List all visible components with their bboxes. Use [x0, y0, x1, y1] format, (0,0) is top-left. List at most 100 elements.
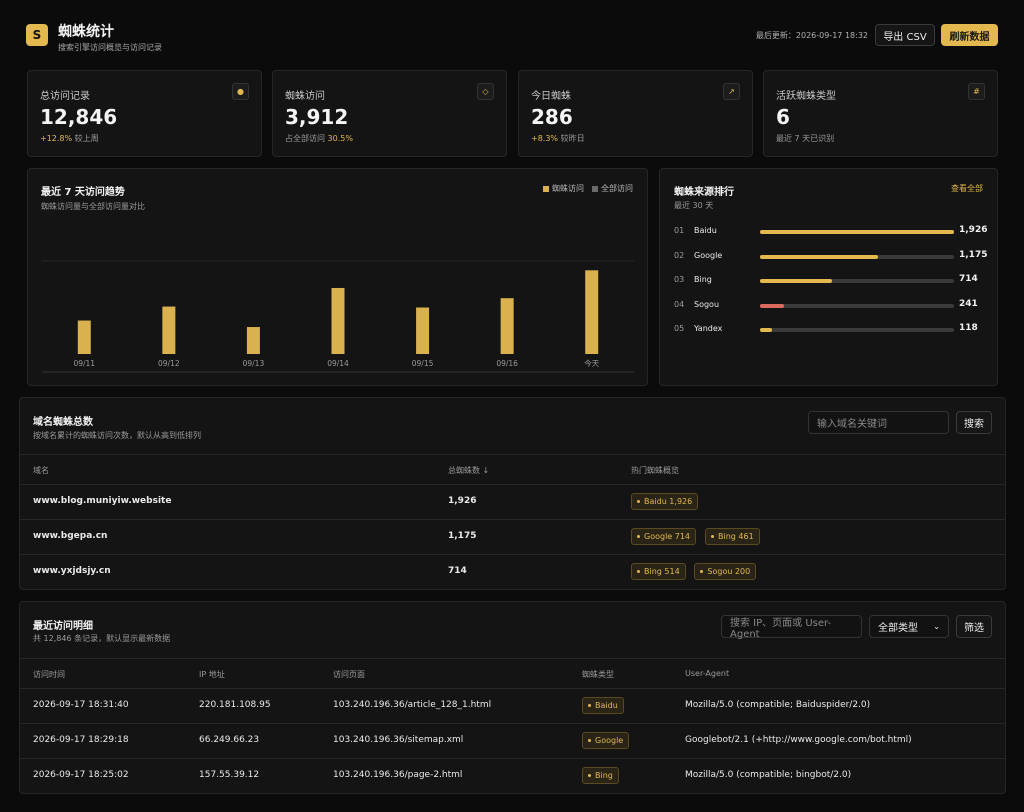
ranking-name: Yandex	[694, 324, 723, 333]
ua-cell: Googlebot/2.1 (+http://www.google.com/bo…	[685, 735, 912, 745]
ranking-value: 714	[959, 274, 978, 284]
ranking-name: Google	[694, 250, 723, 260]
domain-search-input[interactable]: 输入域名关键词	[808, 411, 949, 434]
total-cell: 1,926	[448, 496, 477, 506]
ip-cell: 220.181.108.95	[199, 700, 271, 710]
stat-note: +12.8% 较上周	[40, 134, 99, 143]
spider-ranking-card: 蜘蛛来源排行 最近 30 天 查看全部 01 Baidu 1,926 02 Google…	[659, 168, 998, 386]
recent-search-input[interactable]: 搜索 IP、页面或 User-Agent	[721, 615, 862, 640]
domain-cell: www.blog.muniyiw.website	[33, 496, 172, 506]
domain-table-header: 域名 总蜘蛛数 ↓ 热门蜘蛛概览	[20, 454, 1005, 485]
trend-subtitle: 蜘蛛访问量与全部访问量对比	[41, 202, 145, 211]
page-cell: 103.240.196.36/sitemap.xml	[333, 735, 464, 745]
stat-value: 3,912	[285, 105, 349, 129]
x-tick-label: 09/13	[243, 359, 265, 368]
ranking-bar-fill	[760, 230, 954, 234]
page-cell: 103.240.196.36/page-2.html	[333, 770, 463, 780]
ranking-bar-fill	[760, 254, 879, 259]
spider-type-tag: Bing	[582, 767, 619, 784]
x-tick-label: 09/15	[412, 359, 434, 368]
col-ip: IP 地址	[199, 670, 225, 679]
stat-value: 6	[776, 105, 790, 129]
table-row: 2026-09-17 18:31:40 220.181.108.95 103.240…	[20, 689, 1005, 724]
recent-title: 最近访问明细	[33, 621, 93, 632]
domain-table-card: 域名蜘蛛总数 按域名累计的蜘蛛访问次数，默认从高到低排列 输入域名关键词 搜索 …	[19, 397, 1006, 590]
legend-spider: 蜘蛛访问	[543, 183, 584, 194]
stat-card-spider: 蜘蛛访问 ◇ 3,912 占全部访问 30.5%	[272, 70, 507, 157]
stat-note: 占全部访问 30.5%	[285, 134, 353, 143]
stat-value: 286	[531, 105, 573, 129]
x-tick-label: 今天	[584, 358, 599, 368]
spider-tag: Baidu 1,926	[631, 493, 699, 510]
spider-type-select[interactable]: 全部类型 ⌄	[869, 615, 949, 638]
table-row: 2026-09-17 18:29:18 66.249.66.23 103.240.1…	[20, 724, 1005, 759]
col-domain: 域名	[33, 466, 49, 475]
recent-table-header: 访问时间 IP 地址 访问页面 蜘蛛类型 User-Agent	[20, 658, 1005, 689]
stat-note: +8.3% 较昨日	[531, 134, 585, 143]
ranking-item-baidu: 01 Baidu 1,926	[674, 225, 988, 239]
export-csv-button[interactable]: 导出 CSV	[875, 24, 935, 46]
dot-icon: ●	[232, 83, 249, 100]
page-title: 蜘蛛统计	[58, 24, 114, 40]
ranking-no: 05	[674, 324, 685, 333]
spider-tag: Bing 514	[631, 563, 686, 580]
stat-label: 活跃蜘蛛类型	[776, 91, 836, 102]
total-cell: 1,175	[448, 531, 477, 541]
bar-0[interactable]	[77, 320, 91, 354]
ip-cell: 66.249.66.23	[199, 735, 260, 745]
stat-card-total: 总访问记录 ● 12,846 +12.8% 较上周	[27, 70, 262, 157]
bar-3[interactable]	[331, 287, 345, 354]
ranking-bar-track	[760, 303, 954, 308]
domain-search-button[interactable]: 搜索	[956, 411, 992, 434]
spider-tag: Bing 461	[705, 528, 760, 545]
ranking-name: Sogou	[694, 299, 720, 309]
ranking-no: 03	[674, 275, 685, 284]
col-total-sortable[interactable]: 总蜘蛛数 ↓	[448, 466, 490, 475]
ranking-bar-fill	[760, 328, 772, 332]
x-tick-label: 09/12	[158, 359, 180, 368]
table-row: www.bgepa.cn 1,175 Google 714 Bing 461	[20, 520, 1005, 555]
ranking-bar-track	[760, 328, 954, 332]
x-tick-label: 09/14	[327, 359, 349, 368]
ranking-no: 02	[674, 250, 685, 260]
last-updated-label: 最后更新：	[755, 31, 796, 40]
ranking-bar-track	[760, 254, 954, 259]
bar-1[interactable]	[162, 306, 176, 354]
refresh-data-button[interactable]: 刷新数据	[941, 24, 998, 46]
ranking-item-sogou: 04 Sogou 241	[674, 299, 986, 313]
page-header: S 蜘蛛统计 搜索引擎访问概览与访问记录 最后更新：2026-09-17 18:…	[26, 20, 998, 60]
col-ua: User-Agent	[685, 669, 730, 678]
logo-icon: S	[26, 24, 48, 46]
bar-2[interactable]	[246, 327, 260, 354]
ip-cell: 157.55.39.12	[199, 770, 260, 780]
bar-5[interactable]	[500, 298, 514, 354]
ranking-value: 1,926	[959, 225, 988, 235]
ranking-name: Bing	[694, 275, 712, 284]
chevron-down-icon: ⌄	[933, 622, 940, 631]
stat-note: 最近 7 天已识别	[776, 134, 835, 143]
last-updated: 最后更新：2026-09-17 18:32	[756, 30, 868, 41]
col-hot: 热门蜘蛛概览	[631, 466, 679, 475]
table-row: www.yxjdsjy.cn 714 Bing 514 Sogou 200	[20, 555, 1005, 590]
ranking-value: 241	[959, 298, 978, 309]
table-row: www.blog.muniyiw.website 1,926 Baidu 1,926	[20, 485, 1005, 520]
stat-value: 12,846	[40, 105, 118, 129]
ranking-bar-fill	[760, 279, 832, 283]
spider-type-tag: Google	[582, 732, 630, 749]
trend-title: 最近 7 天访问趋势	[41, 187, 125, 198]
trend-up-icon: ↗	[723, 83, 740, 100]
filter-button[interactable]: 筛选	[956, 615, 992, 638]
domain-cell: www.yxjdsjy.cn	[33, 566, 111, 576]
time-cell: 2026-09-17 18:31:40	[33, 700, 129, 710]
view-all-link[interactable]: 查看全部	[951, 184, 983, 193]
x-tick-label: 09/16	[496, 359, 518, 368]
ranking-item-bing: 03 Bing 714	[674, 274, 986, 288]
spider-type-select-value: 全部类型	[878, 623, 918, 634]
ranking-value: 118	[959, 323, 978, 333]
page-cell: 103.240.196.36/article_128_1.html	[333, 700, 492, 710]
ranking-name: Baidu	[694, 226, 717, 235]
col-time: 访问时间	[33, 670, 65, 679]
time-cell: 2026-09-17 18:29:18	[33, 735, 129, 745]
bar-6[interactable]	[585, 270, 599, 354]
bar-4[interactable]	[416, 307, 430, 355]
